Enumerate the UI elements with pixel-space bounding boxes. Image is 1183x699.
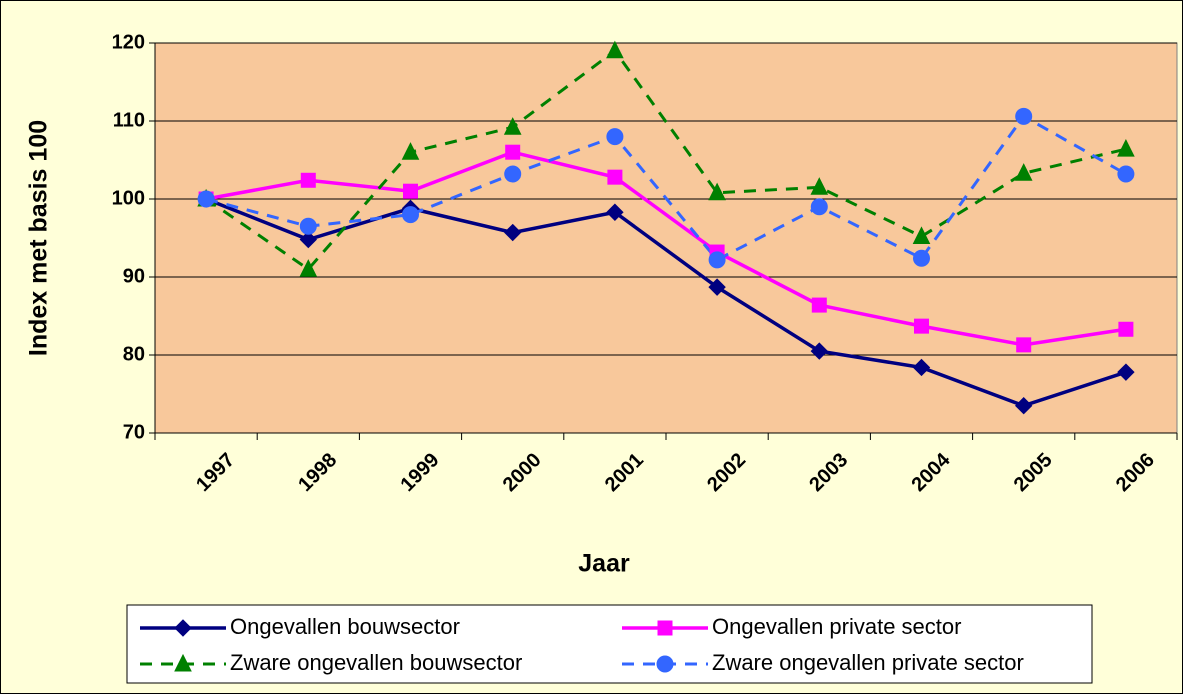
- data-point: [300, 172, 316, 188]
- data-point: [402, 206, 419, 224]
- data-point: [606, 128, 624, 146]
- y-tick-label: 110: [113, 109, 145, 131]
- data-point: [606, 203, 624, 221]
- plot-area: [154, 42, 1178, 434]
- data-point: [708, 278, 726, 296]
- data-point: [1016, 337, 1032, 353]
- data-point: [606, 40, 624, 59]
- data-point: [912, 358, 931, 377]
- x-axis-title: Jaar: [578, 550, 630, 578]
- legend: [126, 604, 1093, 684]
- legend-marker: [174, 619, 192, 637]
- data-point: [299, 230, 318, 249]
- data-point: [913, 249, 930, 267]
- data-point: [1117, 138, 1135, 157]
- data-point: [401, 142, 420, 160]
- data-point: [1117, 165, 1135, 183]
- y-tick-label: 120: [112, 31, 145, 53]
- data-point: [299, 217, 317, 235]
- y-tick-label: 90: [123, 265, 145, 287]
- data-point: [503, 117, 522, 135]
- y-tick-label: 70: [123, 421, 145, 443]
- data-point: [914, 318, 929, 334]
- y-axis-title: Index met basis 100: [25, 120, 53, 356]
- data-point: [299, 259, 318, 277]
- data-point: [912, 226, 931, 244]
- data-point: [1015, 107, 1033, 125]
- series-line: [205, 114, 1127, 262]
- legend-label: Zware ongevallen bouwsector: [230, 650, 522, 675]
- series-line: [205, 150, 1127, 347]
- legend-label: Ongevallen private sector: [712, 614, 961, 639]
- data-point: [607, 169, 623, 185]
- series-line: [205, 48, 1127, 272]
- data-point: [810, 342, 829, 360]
- data-point: [197, 190, 215, 208]
- data-point: [403, 183, 418, 199]
- data-point: [504, 165, 522, 183]
- data-point: [505, 144, 521, 160]
- legend-marker: [174, 653, 192, 672]
- data-point: [811, 297, 827, 313]
- data-point: [1117, 363, 1135, 381]
- legend-marker: [656, 655, 674, 673]
- data-point: [708, 182, 726, 201]
- series-line: [205, 197, 1127, 408]
- y-tick-label: 100: [112, 187, 145, 209]
- data-point: [503, 223, 522, 242]
- data-point: [1118, 321, 1134, 337]
- legend-label: Zware ongevallen private sector: [712, 650, 1024, 675]
- legend-marker: [657, 620, 673, 636]
- data-point: [708, 251, 726, 269]
- data-point: [810, 198, 828, 216]
- legend-label: Ongevallen bouwsector: [230, 614, 460, 639]
- data-point: [810, 177, 829, 195]
- data-point: [1014, 163, 1033, 181]
- y-tick-label: 80: [123, 343, 145, 365]
- data-point: [1014, 396, 1033, 415]
